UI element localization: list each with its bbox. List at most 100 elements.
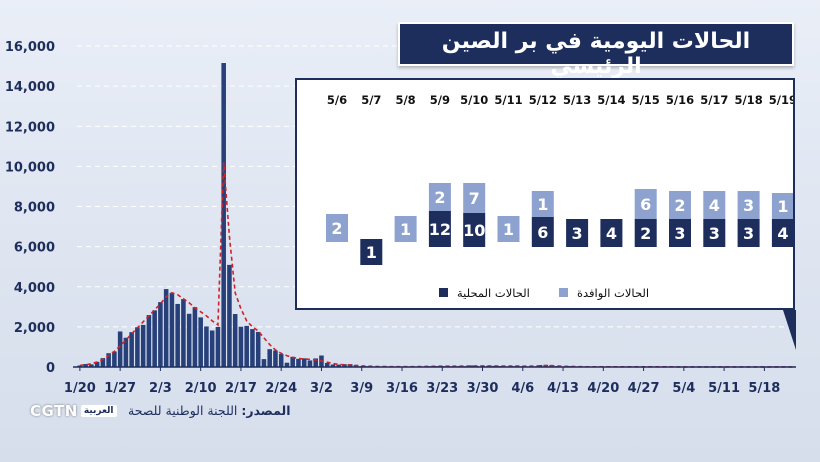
imported-cases-value: 6 <box>640 195 651 214</box>
imported-cases-bar <box>771 193 794 219</box>
y-tick-label: 10,000 <box>5 160 55 175</box>
local-cases-bar <box>703 219 726 247</box>
imported-cases-value: 4 <box>709 196 720 215</box>
inset-chart: 5/6 5/7 5/8 5/9 5/10 5/11 5/12 5/13 5/14 5/15 5/16… <box>326 93 797 301</box>
inset-date-label: 5/6 <box>327 93 347 107</box>
source-note: المصدر: اللجنة الوطنية للصحة <box>128 403 290 418</box>
local-cases-bar <box>737 219 760 247</box>
daily-bar <box>181 299 186 367</box>
x-tick-label: 5/4 <box>672 381 695 396</box>
daily-bar <box>238 326 244 367</box>
imported-cases-value: 3 <box>743 196 754 215</box>
imported-cases-bar <box>669 191 691 219</box>
daily-bar <box>198 317 203 367</box>
chart-title: الحالات اليومية في بر الصين الرئيسي <box>441 29 751 79</box>
daily-bar <box>169 292 175 367</box>
local-cases-bar <box>531 217 554 247</box>
x-tick-label: 1/20 <box>64 381 96 396</box>
daily-bar <box>227 264 232 367</box>
cgtn-logo: CGTN العربية <box>30 402 117 420</box>
inset-date-label: 5/11 <box>494 93 522 107</box>
local-cases-value: 3 <box>743 224 754 243</box>
legend-swatch-local <box>439 288 448 297</box>
inset-date-label: 5/19 <box>769 93 793 107</box>
logo-arabic-badge: العربية <box>80 405 117 417</box>
daily-bar <box>232 314 238 367</box>
local-cases-value: 4 <box>606 224 617 243</box>
daily-bar <box>89 364 94 367</box>
daily-bar <box>307 360 313 367</box>
daily-bar <box>129 332 134 367</box>
inset-date-label: 5/12 <box>529 93 557 107</box>
daily-bar <box>468 365 474 367</box>
local-cases-bar <box>463 213 486 247</box>
daily-bar <box>117 331 123 367</box>
local-cases-value: 3 <box>572 224 583 243</box>
inset-date-label: 5/7 <box>361 93 381 107</box>
imported-cases-bar <box>531 191 554 217</box>
daily-bar <box>112 351 117 367</box>
local-cases-value: 6 <box>537 223 548 242</box>
x-tick-label: 2/3 <box>149 381 172 396</box>
daily-bar <box>342 364 347 367</box>
local-cases-value: 12 <box>429 220 451 239</box>
x-tick-label: 1/27 <box>104 381 136 396</box>
daily-bar <box>209 330 215 367</box>
x-tick-label: 2/10 <box>185 381 217 396</box>
logo-text: CGTN <box>30 402 78 420</box>
local-cases-value: 3 <box>709 224 720 243</box>
inset-date-label: 5/18 <box>734 93 762 107</box>
daily-bar <box>330 364 336 367</box>
y-tick-label: 4,000 <box>14 281 55 296</box>
daily-bar <box>324 362 330 367</box>
daily-bar <box>313 358 318 367</box>
title-banner: الحالات اليومية في بر الصين الرئيسي <box>398 22 794 79</box>
imported-cases-value: 2 <box>434 188 445 207</box>
daily-bar <box>158 302 163 367</box>
daily-bar <box>94 361 100 367</box>
y-tick-label: 8,000 <box>14 201 55 216</box>
daily-bar <box>244 325 249 367</box>
daily-bar <box>204 326 209 367</box>
inset-date-label: 5/13 <box>563 93 591 107</box>
inset-date-label: 5/9 <box>430 93 450 107</box>
source-label: المصدر: <box>241 403 291 418</box>
imported-cases-bar <box>326 214 348 242</box>
inset-date-label: 5/10 <box>460 93 488 107</box>
inset-callout <box>783 310 796 350</box>
imported-cases-value: 2 <box>331 219 342 238</box>
daily-bar <box>278 353 284 367</box>
daily-bar <box>284 362 290 367</box>
x-tick-label: 4/13 <box>547 381 579 396</box>
daily-bar <box>215 326 221 367</box>
legend-swatch-imported <box>559 288 568 297</box>
legend-label-local: الحالات المحلية <box>457 286 530 300</box>
x-tick-label: 3/2 <box>310 381 333 396</box>
imported-cases-value: 2 <box>674 196 685 215</box>
imported-cases-bar <box>737 191 760 219</box>
daily-bar <box>296 358 301 367</box>
local-cases-bar <box>634 219 657 247</box>
x-tick-label: 3/23 <box>426 381 458 396</box>
x-tick-label: 3/9 <box>350 381 373 396</box>
daily-bar <box>106 353 111 367</box>
y-tick-label: 12,000 <box>5 120 55 135</box>
imported-cases-bar <box>634 189 657 219</box>
daily-bar <box>135 327 140 367</box>
imported-cases-value: 1 <box>537 195 548 214</box>
local-cases-bar <box>669 219 691 247</box>
daily-bar <box>261 359 267 367</box>
daily-bar <box>273 350 278 367</box>
daily-bar <box>221 63 226 367</box>
imported-cases-value: 7 <box>469 189 480 208</box>
daily-bar <box>83 364 88 367</box>
daily-bar <box>163 289 169 367</box>
y-tick-label: 0 <box>46 361 55 376</box>
daily-bar <box>290 356 295 367</box>
axes: 0 2,000 4,000 6,000 8,000 10,000 12,000 14,000 1… <box>5 40 796 396</box>
daily-bar <box>267 349 272 367</box>
legend-label-imported: الحالات الوافدة <box>577 286 649 301</box>
imported-cases-bar <box>394 216 417 242</box>
